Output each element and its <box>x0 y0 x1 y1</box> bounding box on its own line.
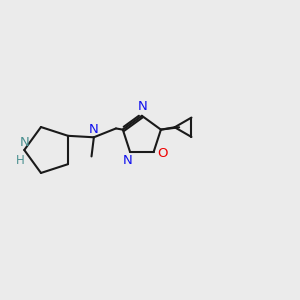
Text: N: N <box>20 136 29 148</box>
Text: N: N <box>123 154 133 167</box>
Text: O: O <box>157 147 168 160</box>
Text: N: N <box>138 100 148 113</box>
Text: N: N <box>89 122 99 136</box>
Text: H: H <box>16 154 25 166</box>
